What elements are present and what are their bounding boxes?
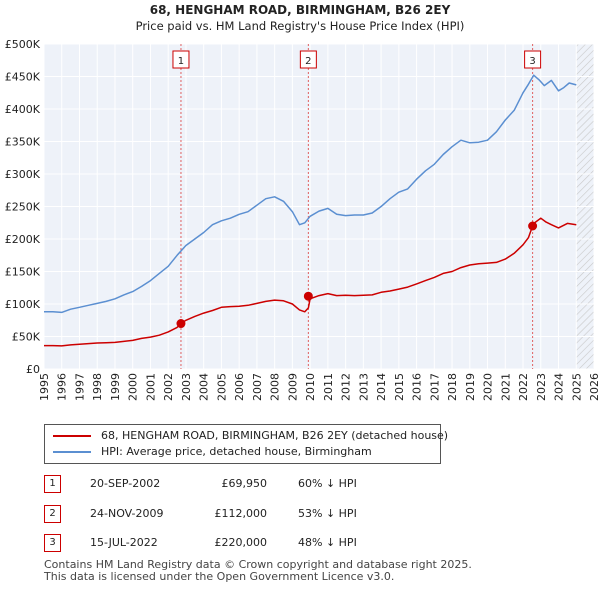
x-tick-label: 1996	[56, 373, 69, 401]
legend: 68, HENGHAM ROAD, BIRMINGHAM, B26 2EY (d…	[44, 424, 448, 464]
transaction-number: 3	[44, 534, 61, 552]
x-tick-label: 2003	[180, 373, 193, 401]
x-tick-label: 2005	[215, 373, 228, 401]
footer-copyright: Contains HM Land Registry data © Crown c…	[44, 558, 472, 571]
x-tick-label: 2016	[411, 373, 424, 401]
price-chart: 68, HENGHAM ROAD, BIRMINGHAM, B26 2EY Pr…	[5, 3, 600, 401]
x-tick-label: 2010	[304, 373, 317, 401]
x-tick-label: 2004	[198, 373, 211, 401]
transaction-label-number: 3	[529, 56, 535, 67]
y-tick-label: £350K	[5, 136, 41, 149]
x-tick-label: 1999	[109, 373, 122, 401]
transaction-hpi-diff: 48% ↓ HPI	[298, 536, 357, 549]
transaction-price: £220,000	[214, 536, 268, 549]
x-tick-label: 2025	[570, 373, 583, 401]
legend-swatch-red	[53, 435, 91, 437]
x-tick-label: 2020	[482, 373, 495, 401]
y-tick-label: £50K	[12, 331, 41, 344]
legend-item-hpi: HPI: Average price, detached house, Birm…	[53, 444, 372, 460]
x-tick-label: 2002	[162, 373, 175, 401]
legend-swatch-blue	[53, 451, 91, 453]
chart-title: 68, HENGHAM ROAD, BIRMINGHAM, B26 2EY	[150, 3, 451, 17]
x-tick-label: 2006	[233, 373, 246, 401]
x-tick-label: 2021	[499, 373, 512, 401]
x-tick-label: 2023	[535, 373, 548, 401]
y-tick-label: £400K	[5, 103, 41, 116]
transaction-label-box	[299, 50, 317, 69]
y-tick-label: £200K	[5, 233, 41, 246]
footer: Contains HM Land Registry data © Crown c…	[44, 559, 472, 583]
transaction-label-box	[172, 50, 190, 69]
y-tick-label: £150K	[5, 266, 41, 279]
transaction-date: 20-SEP-2002	[90, 477, 161, 490]
y-tick-label: £0	[26, 363, 40, 376]
transaction-label-number: 2	[305, 56, 311, 67]
x-tick-label: 2014	[375, 373, 388, 401]
legend-label-hpi: HPI: Average price, detached house, Birm…	[101, 445, 372, 458]
x-tick-label: 1995	[38, 373, 51, 401]
chart-subtitle: Price paid vs. HM Land Registry's House …	[136, 19, 465, 33]
transaction-price: £112,000	[214, 507, 268, 520]
transaction-date: 15-JUL-2022	[90, 536, 158, 549]
footer-licence: This data is licensed under the Open Gov…	[44, 570, 395, 583]
transaction-number: 2	[44, 505, 61, 523]
transaction-price: £69,950	[221, 477, 268, 490]
legend-item-property: 68, HENGHAM ROAD, BIRMINGHAM, B26 2EY (d…	[53, 428, 448, 444]
x-tick-label: 2022	[517, 373, 530, 401]
legend-label-property: 68, HENGHAM ROAD, BIRMINGHAM, B26 2EY (d…	[101, 429, 449, 442]
series-line-hpi	[44, 74, 577, 314]
transaction-hpi-diff: 60% ↓ HPI	[298, 477, 357, 490]
x-tick-label: 2009	[286, 373, 299, 401]
y-tick-label: £500K	[5, 38, 41, 51]
x-tick-label: 2015	[393, 373, 406, 401]
sale-point	[528, 221, 538, 231]
x-tick-label: 2018	[446, 373, 459, 401]
x-tick-label: 2013	[357, 373, 370, 401]
sale-point	[176, 319, 186, 329]
x-tick-label: 2011	[322, 373, 335, 401]
x-tick-label: 2000	[127, 373, 140, 401]
y-tick-label: £300K	[5, 168, 41, 181]
transaction-label-box	[524, 50, 542, 69]
transaction-number: 1	[44, 475, 61, 493]
y-tick-label: £450K	[5, 71, 41, 84]
transaction-hpi-diff: 53% ↓ HPI	[298, 507, 357, 520]
x-tick-label: 1998	[91, 373, 104, 401]
x-tick-label: 1997	[73, 373, 86, 401]
y-tick-label: £250K	[5, 201, 41, 214]
transaction-label-number: 1	[178, 56, 184, 67]
x-tick-label: 2008	[269, 373, 282, 401]
sale-point	[303, 291, 313, 301]
x-tick-label: 2017	[428, 373, 441, 401]
y-tick-label: £100K	[5, 298, 41, 311]
x-tick-label: 2024	[553, 373, 566, 401]
x-tick-label: 2019	[464, 373, 477, 401]
x-tick-label: 2007	[251, 373, 264, 401]
transaction-date: 24-NOV-2009	[90, 507, 164, 520]
x-tick-label: 2026	[588, 373, 600, 401]
x-tick-label: 2001	[144, 373, 157, 401]
x-tick-label: 2012	[340, 373, 353, 401]
